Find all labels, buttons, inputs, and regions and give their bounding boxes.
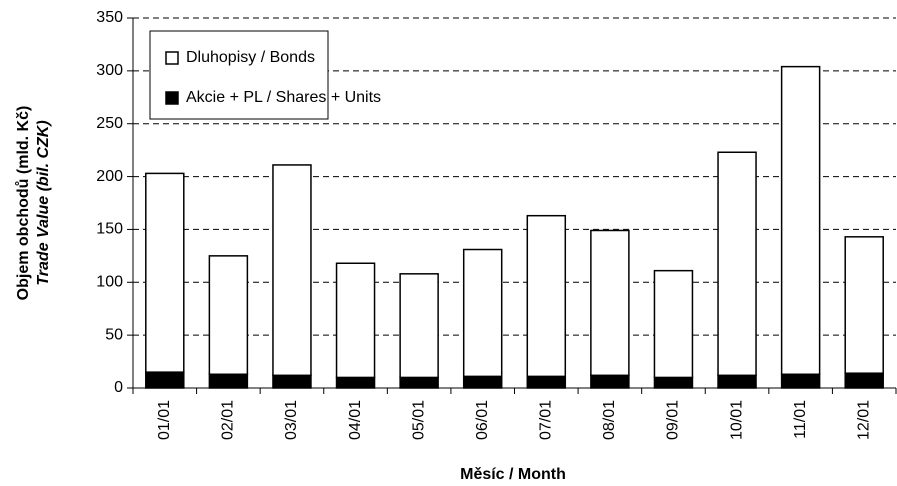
bar-segment (272, 164, 312, 377)
x-tick-label: 10/01 (728, 400, 745, 440)
bar-segment (208, 373, 249, 389)
bar-segment (145, 371, 185, 389)
bar-segment (399, 376, 439, 389)
y-tick-label: 350 (96, 9, 123, 26)
bar-segment (335, 262, 376, 379)
legend-box (149, 30, 329, 120)
y-tick-label: 300 (96, 62, 123, 79)
bar-segment (462, 375, 503, 389)
x-tick-label: 03/01 (283, 400, 300, 440)
bar-segment (272, 374, 312, 389)
legend-swatch (165, 91, 179, 105)
bar-segment (780, 373, 821, 389)
y-tick-label: 100 (96, 274, 123, 291)
bar-segment (653, 376, 694, 389)
bar-segment (208, 255, 249, 376)
bar-segment (780, 65, 821, 376)
bar-segment (526, 214, 567, 378)
y-tick-label: 250 (96, 115, 123, 132)
bar-segment (653, 269, 694, 379)
y-tick-label: 200 (96, 168, 123, 185)
bar-segment (717, 151, 757, 377)
x-axis-label: Měsíc / Month (460, 466, 566, 483)
bar-segment (590, 229, 630, 377)
x-tick-label: 04/01 (347, 400, 364, 440)
bar-segment (844, 236, 884, 374)
x-tick-label: 02/01 (220, 400, 237, 440)
x-tick-label: 08/01 (601, 400, 618, 440)
legend-swatch (165, 51, 179, 65)
x-tick-label: 05/01 (410, 400, 427, 440)
y-tick-label: 0 (114, 379, 123, 396)
x-tick-label: 12/01 (855, 400, 872, 440)
x-tick-label: 07/01 (538, 400, 555, 440)
y-tick-label: 150 (96, 221, 123, 238)
legend-label: Akcie + PL / Shares + Units (186, 89, 381, 106)
bar-segment (526, 375, 567, 389)
legend-label: Dluhopisy / Bonds (186, 49, 315, 66)
bar-segment (590, 374, 630, 389)
x-tick-label: 01/01 (156, 400, 173, 440)
y-axis-label: Objem obchodů (mld. Kč) (15, 106, 32, 301)
bar-segment (145, 172, 185, 373)
x-tick-label: 11/01 (792, 400, 809, 439)
bar-segment (717, 374, 757, 389)
bar-segment (844, 372, 884, 389)
y-axis-label-2: Trade Value (bil. CZK) (35, 120, 52, 285)
bar-segment (462, 248, 503, 378)
x-tick-label: 06/01 (474, 400, 491, 440)
x-tick-label: 09/01 (665, 400, 682, 440)
bar-segment (335, 376, 376, 389)
bar-segment (399, 273, 439, 379)
y-tick-label: 50 (105, 326, 123, 343)
